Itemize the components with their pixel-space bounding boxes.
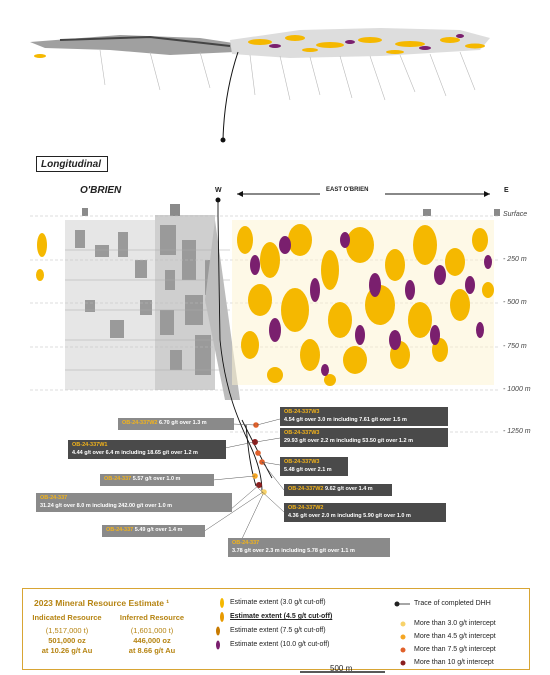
intercept-box: OB-24-337W2 6.70 g/t over 1.3 m [118, 418, 234, 430]
intercept-box: OB-24-337W3 29.93 g/t over 2.2 m includin… [280, 428, 448, 447]
intercept-box: OB-24-337W3 5.48 g/t over 2.1 m [280, 457, 348, 476]
collar-marker [215, 197, 221, 203]
obrien-workings [36, 215, 240, 400]
intercept-box: OB-24-337W3 4.54 g/t over 3.0 m including… [280, 407, 448, 426]
legend-estimate-7-5: Estimate extent (7.5 g/t cut-off) [230, 627, 326, 634]
west-label: W [215, 187, 222, 194]
estimate-blobs [232, 220, 494, 386]
intercept-box: OB-24-337W2 4.36 g/t over 2.0 m including… [284, 503, 446, 522]
obrien-label: O'BRIEN [80, 185, 122, 196]
legend-intercept-4-5: More than 4.5 g/t intercept [414, 633, 496, 640]
intercept-dots [252, 422, 267, 495]
inferred-resource: Inferred Resource (1,601,000 t) 446,000 … [119, 613, 185, 655]
legend-estimate-3: Estimate extent (3.0 g/t cut-off) [230, 599, 326, 606]
leader-lines [202, 418, 285, 544]
intercept-box: OB-24-337 3.78 g/t over 2.3 m including 5… [228, 538, 390, 557]
legend-intercept-10: More than 10 g/t intercept [414, 659, 494, 666]
legend-estimate-10: Estimate extent (10.0 g/t cut-off) [230, 641, 330, 648]
depth-surface: Surface [503, 211, 528, 218]
legend-icons [216, 598, 410, 666]
intercept-box: OB-24-337W1 4.44 g/t over 6.4 m including… [68, 440, 226, 459]
legend-trace: Trace of completed DHH [414, 600, 491, 607]
section-axis [237, 191, 490, 197]
drill-traces [217, 200, 273, 493]
legend-intercept-7-5: More than 7.5 g/t intercept [414, 646, 496, 653]
headframes [82, 204, 500, 216]
east-label: E [504, 187, 509, 194]
intercept-box: OB-24-337W2 9.62 g/t over 1.4 m [284, 484, 392, 496]
legend-estimate-4-5: Estimate extent (4.5 g/t cut-off) [230, 613, 333, 620]
depth-750: - 750 m [503, 343, 527, 350]
depth-1250: - 1250 m [503, 428, 531, 435]
plan-view [30, 28, 490, 143]
east-obrien-label: EAST O'BRIEN [326, 187, 369, 193]
indicated-resource: Indicated Resource (1,517,000 t) 501,000… [32, 613, 102, 655]
longitudinal-label: Longitudinal [36, 156, 108, 172]
intercept-box: OB-24-337 5.49 g/t over 1.4 m [102, 525, 205, 537]
depth-500: - 500 m [503, 299, 527, 306]
intercept-box: OB-24-337 5.57 g/t over 1.0 m [100, 474, 214, 486]
legend-intercept-3: More than 3.0 g/t intercept [414, 620, 496, 627]
scale-label: 500 m [330, 664, 353, 673]
intercept-box: OB-24-337 31.24 g/t over 8.0 m including … [36, 493, 232, 512]
legend-panel [22, 588, 530, 670]
depth-250: - 250 m [503, 256, 527, 263]
resource-title: 2023 Mineral Resource Estimate ¹ [34, 598, 170, 608]
depth-1000: - 1000 m [503, 386, 531, 393]
